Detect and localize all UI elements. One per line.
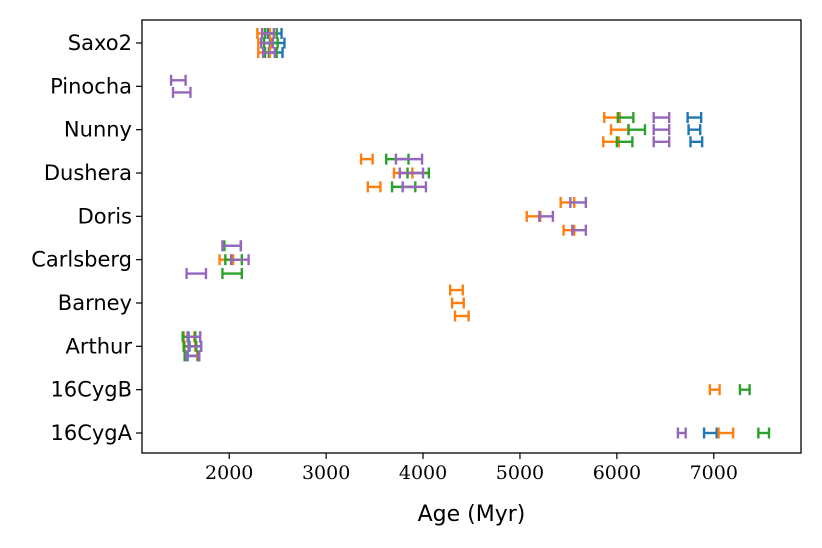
errorbar-purple-doris [571,224,588,236]
errorbar-green-carlsberg [221,268,244,280]
errorbar-purple-nunny [652,124,671,136]
errorbar-purple-saxo2 [260,37,275,49]
series-purple [169,27,687,439]
x-tick-label: 2000 [205,462,253,484]
x-axis-title: Age (Myr) [418,502,526,527]
x-tick-label: 5000 [496,462,544,484]
errorbar-purple-saxo2 [261,47,276,59]
errorbar-green-nunny [615,136,634,148]
x-tick-label: 6000 [593,462,641,484]
errorbar-green-nunny [616,112,635,124]
plot-frame [141,19,802,454]
category-label: Dushera [44,161,132,185]
errorbar-purple-arthur [186,331,202,343]
errorbar-blue-nunny [686,112,703,124]
category-label: Carlsberg [31,248,132,272]
errorbar-green-nunny [627,124,647,136]
errorbar-purple-arthur [185,350,201,362]
category-label: Barney [58,291,132,315]
errorbar-orange-dushera [366,181,382,193]
errorbar-purple-carlsberg [229,254,250,266]
errorbar-purple-16cyga [676,427,687,439]
category-label: 16CygB [50,378,132,402]
errorbar-purple-dushera [398,167,425,179]
errorbar-purple-doris [538,210,555,222]
category-label: Saxo2 [68,31,132,55]
errorbar-purple-carlsberg [221,240,243,252]
category-label: 16CygA [50,421,132,445]
category-label: Nunny [64,118,132,142]
errorbar-orange-barney [450,297,465,309]
errorbar-green-16cygb [738,384,751,396]
errorbar-blue-nunny [687,124,702,136]
errorbar-orange-barney [448,284,464,296]
errorbar-purple-nunny [652,136,671,148]
x-tick-label: 4000 [399,462,447,484]
errorbar-purple-doris [569,196,588,208]
category-label: Doris [78,204,132,228]
y-axis: 16CygA 16CygB Arthur Barney Carlsberg Doris Du… [31,31,142,445]
category-label: Pinocha [50,74,132,98]
category-label: Arthur [66,334,133,358]
errorbar-blue-16cyga [702,427,718,439]
errorbar-purple-carlsberg [185,268,208,280]
errorbar-green-16cyga [757,427,771,439]
errorbar-blue-nunny [689,136,704,148]
errorbar-purple-dushera [394,153,424,165]
errorbar-purple-dushera [401,181,428,193]
errorbar-purple-pinocha [171,86,192,98]
errorbar-orange-16cygb [708,384,721,396]
errorbar-purple-saxo2 [260,27,275,39]
x-axis: 2000 3000 4000 5000 6000 7000 [205,453,738,484]
errorbar-purple-nunny [652,112,671,124]
x-tick-label: 7000 [690,462,738,484]
chart-marks [169,27,771,439]
x-tick-label: 3000 [302,462,350,484]
errorbar-purple-arthur [187,340,203,352]
errorbar-orange-16cyga [717,427,735,439]
errorbar-orange-dushera [359,153,374,165]
errorbar-orange-barney [453,310,470,322]
errorbar-purple-pinocha [169,74,187,86]
